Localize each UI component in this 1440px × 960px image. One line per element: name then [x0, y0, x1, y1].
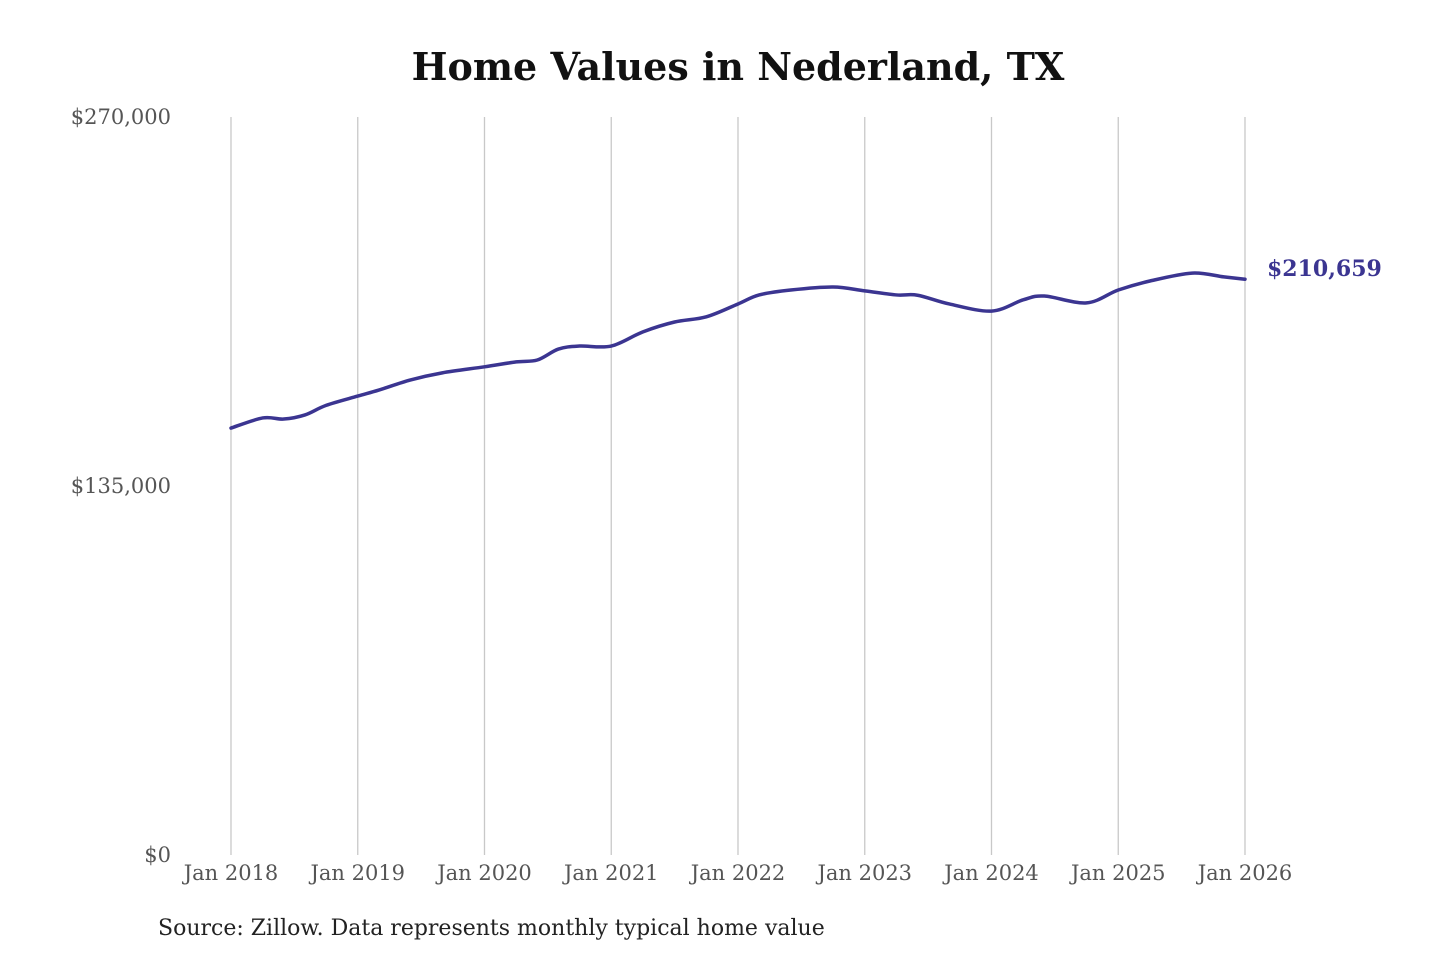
y-tick-label: $270,000 — [71, 105, 171, 129]
x-axis: Jan 2018 Jan 2019 Jan 2020 Jan 2021 Jan 2022… — [182, 861, 1293, 885]
x-tick-label: Jan 2018 — [182, 861, 279, 885]
x-tick-label: Jan 2026 — [1196, 861, 1293, 885]
y-axis: $0 $135,000 $270,000 — [71, 105, 171, 867]
x-tick-label: Jan 2025 — [1069, 861, 1166, 885]
source-note: Source: Zillow. Data represents monthly … — [158, 916, 825, 941]
x-tick-label: Jan 2024 — [942, 861, 1039, 885]
x-tick-label: Jan 2022 — [689, 861, 786, 885]
x-tick-label: Jan 2020 — [435, 861, 532, 885]
series-line — [229, 271, 1247, 430]
gridlines — [230, 117, 1246, 855]
y-tick-label: $0 — [144, 843, 171, 867]
chart-title: Home Values in Nederland, TX — [411, 44, 1065, 89]
y-tick-label: $135,000 — [71, 474, 171, 498]
end-value-label: $210,659 — [1267, 256, 1382, 282]
x-tick-label: Jan 2019 — [308, 861, 405, 885]
x-tick-label: Jan 2023 — [815, 861, 912, 885]
x-tick-label: Jan 2021 — [562, 861, 659, 885]
